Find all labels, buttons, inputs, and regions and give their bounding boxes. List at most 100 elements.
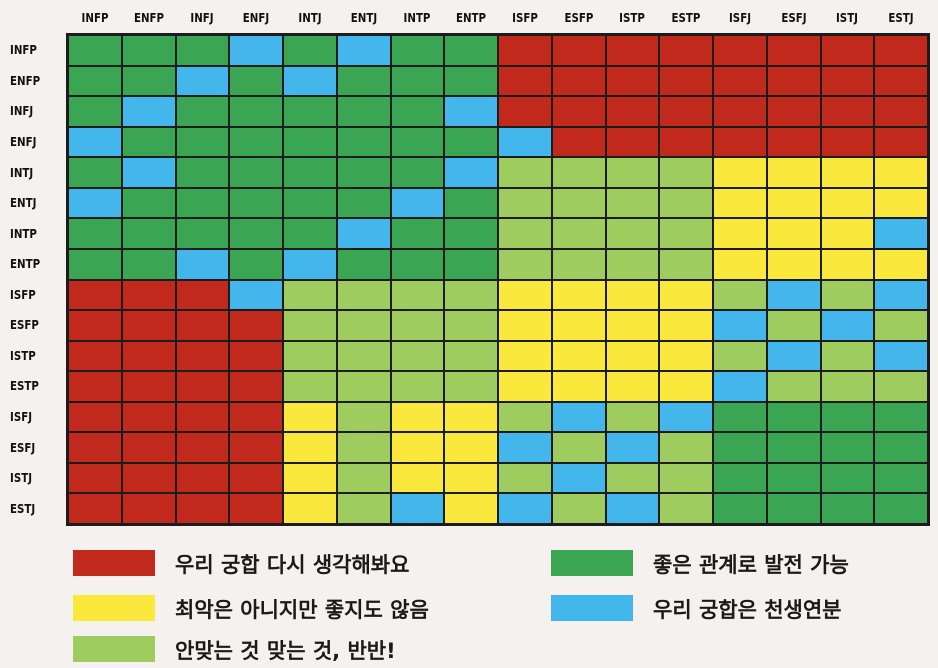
- heatmap-cell: [552, 127, 605, 157]
- heatmap-cell: [552, 311, 605, 340]
- heatmap-cell: [660, 66, 712, 96]
- heatmap-cell: [875, 311, 927, 340]
- heatmap-cell: [122, 433, 175, 462]
- heatmap-cell: [69, 249, 121, 279]
- heatmap-cell: [284, 311, 336, 340]
- heatmap-cell: [499, 249, 551, 279]
- column-label: ENTJ: [350, 10, 377, 25]
- heatmap-cell: [875, 341, 927, 371]
- heatmap-cell: [230, 219, 282, 248]
- heatmap-cell: [337, 463, 390, 493]
- heatmap-cell: [606, 158, 659, 187]
- heatmap-cell: [821, 433, 874, 462]
- heatmap-cell: [230, 280, 282, 310]
- heatmap-cell: [69, 402, 121, 432]
- heatmap-cell: [606, 127, 659, 157]
- heatmap-cell: [391, 494, 444, 523]
- heatmap-cell: [499, 341, 551, 371]
- row-label: ISTP: [10, 347, 36, 363]
- heatmap-cell: [499, 36, 551, 65]
- heatmap-cell: [660, 311, 712, 340]
- heatmap-cell: [552, 36, 605, 65]
- heatmap-cell: [660, 341, 712, 371]
- heatmap-cell: [284, 402, 336, 432]
- heatmap-cell: [875, 127, 927, 157]
- heatmap-cell: [499, 66, 551, 96]
- heatmap-cell: [69, 341, 121, 371]
- heatmap-cell: [875, 97, 927, 126]
- heatmap-cell: [445, 249, 497, 279]
- heatmap-cell: [767, 280, 820, 310]
- heatmap-cell: [875, 402, 927, 432]
- heatmap-cell: [606, 36, 659, 65]
- heatmap-cell: [821, 341, 874, 371]
- heatmap-cell: [445, 158, 497, 187]
- column-label: ENFP: [133, 10, 164, 25]
- heatmap-cell: [337, 402, 390, 432]
- heatmap-cell: [660, 36, 712, 65]
- heatmap-cell: [445, 494, 497, 523]
- heatmap-cell: [391, 280, 444, 310]
- heatmap-cell: [660, 219, 712, 248]
- heatmap-cell: [391, 433, 444, 462]
- heatmap-cell: [69, 36, 121, 65]
- heatmap-cell: [767, 463, 820, 493]
- heatmap-cell: [767, 97, 820, 126]
- legend-swatch: [551, 550, 633, 576]
- heatmap-cell: [445, 372, 497, 401]
- heatmap-cell: [69, 66, 121, 96]
- heatmap-cell: [122, 249, 175, 279]
- heatmap-cell: [122, 280, 175, 310]
- heatmap-cell: [821, 188, 874, 218]
- heatmap-cell: [606, 463, 659, 493]
- heatmap-cell: [391, 341, 444, 371]
- heatmap-cell: [499, 311, 551, 340]
- heatmap-cell: [391, 402, 444, 432]
- heatmap-cell: [660, 402, 712, 432]
- heatmap-cell: [176, 36, 229, 65]
- heatmap-cell: [714, 280, 766, 310]
- heatmap-cell: [767, 341, 820, 371]
- row-label: ISTJ: [10, 470, 33, 486]
- heatmap-cell: [714, 66, 766, 96]
- heatmap-cell: [714, 127, 766, 157]
- heatmap-cell: [875, 372, 927, 401]
- heatmap-cell: [606, 494, 659, 523]
- heatmap-cell: [767, 249, 820, 279]
- heatmap-cell: [821, 494, 874, 523]
- heatmap-cell: [337, 249, 390, 279]
- heatmap-cell: [69, 188, 121, 218]
- heatmap-cell: [337, 97, 390, 126]
- heatmap-cell: [499, 219, 551, 248]
- heatmap-cell: [122, 372, 175, 401]
- column-label: INTJ: [298, 10, 322, 25]
- heatmap-cell: [122, 127, 175, 157]
- heatmap-cell: [821, 66, 874, 96]
- heatmap-cell: [284, 97, 336, 126]
- heatmap-cell: [767, 188, 820, 218]
- heatmap-cell: [230, 158, 282, 187]
- heatmap-cell: [660, 280, 712, 310]
- legend-label: 좋은 관계로 발전 가능: [653, 553, 849, 577]
- legend-label: 우리 궁합은 천생연분: [653, 598, 842, 622]
- legend-swatch: [551, 595, 633, 621]
- heatmap-cell: [176, 433, 229, 462]
- row-label: INFP: [10, 42, 37, 58]
- heatmap-cell: [714, 219, 766, 248]
- heatmap-cell: [69, 463, 121, 493]
- heatmap-cell: [445, 66, 497, 96]
- heatmap-cell: [337, 219, 390, 248]
- heatmap-cell: [606, 219, 659, 248]
- row-label: ENTJ: [10, 195, 37, 211]
- heatmap-cell: [552, 158, 605, 187]
- heatmap-cell: [391, 36, 444, 65]
- heatmap-cell: [391, 249, 444, 279]
- heatmap-cell: [69, 127, 121, 157]
- heatmap-cell: [176, 219, 229, 248]
- heatmap-cell: [445, 433, 497, 462]
- heatmap-cell: [499, 463, 551, 493]
- heatmap-cell: [337, 158, 390, 187]
- heatmap-cell: [230, 36, 282, 65]
- heatmap-cell: [230, 249, 282, 279]
